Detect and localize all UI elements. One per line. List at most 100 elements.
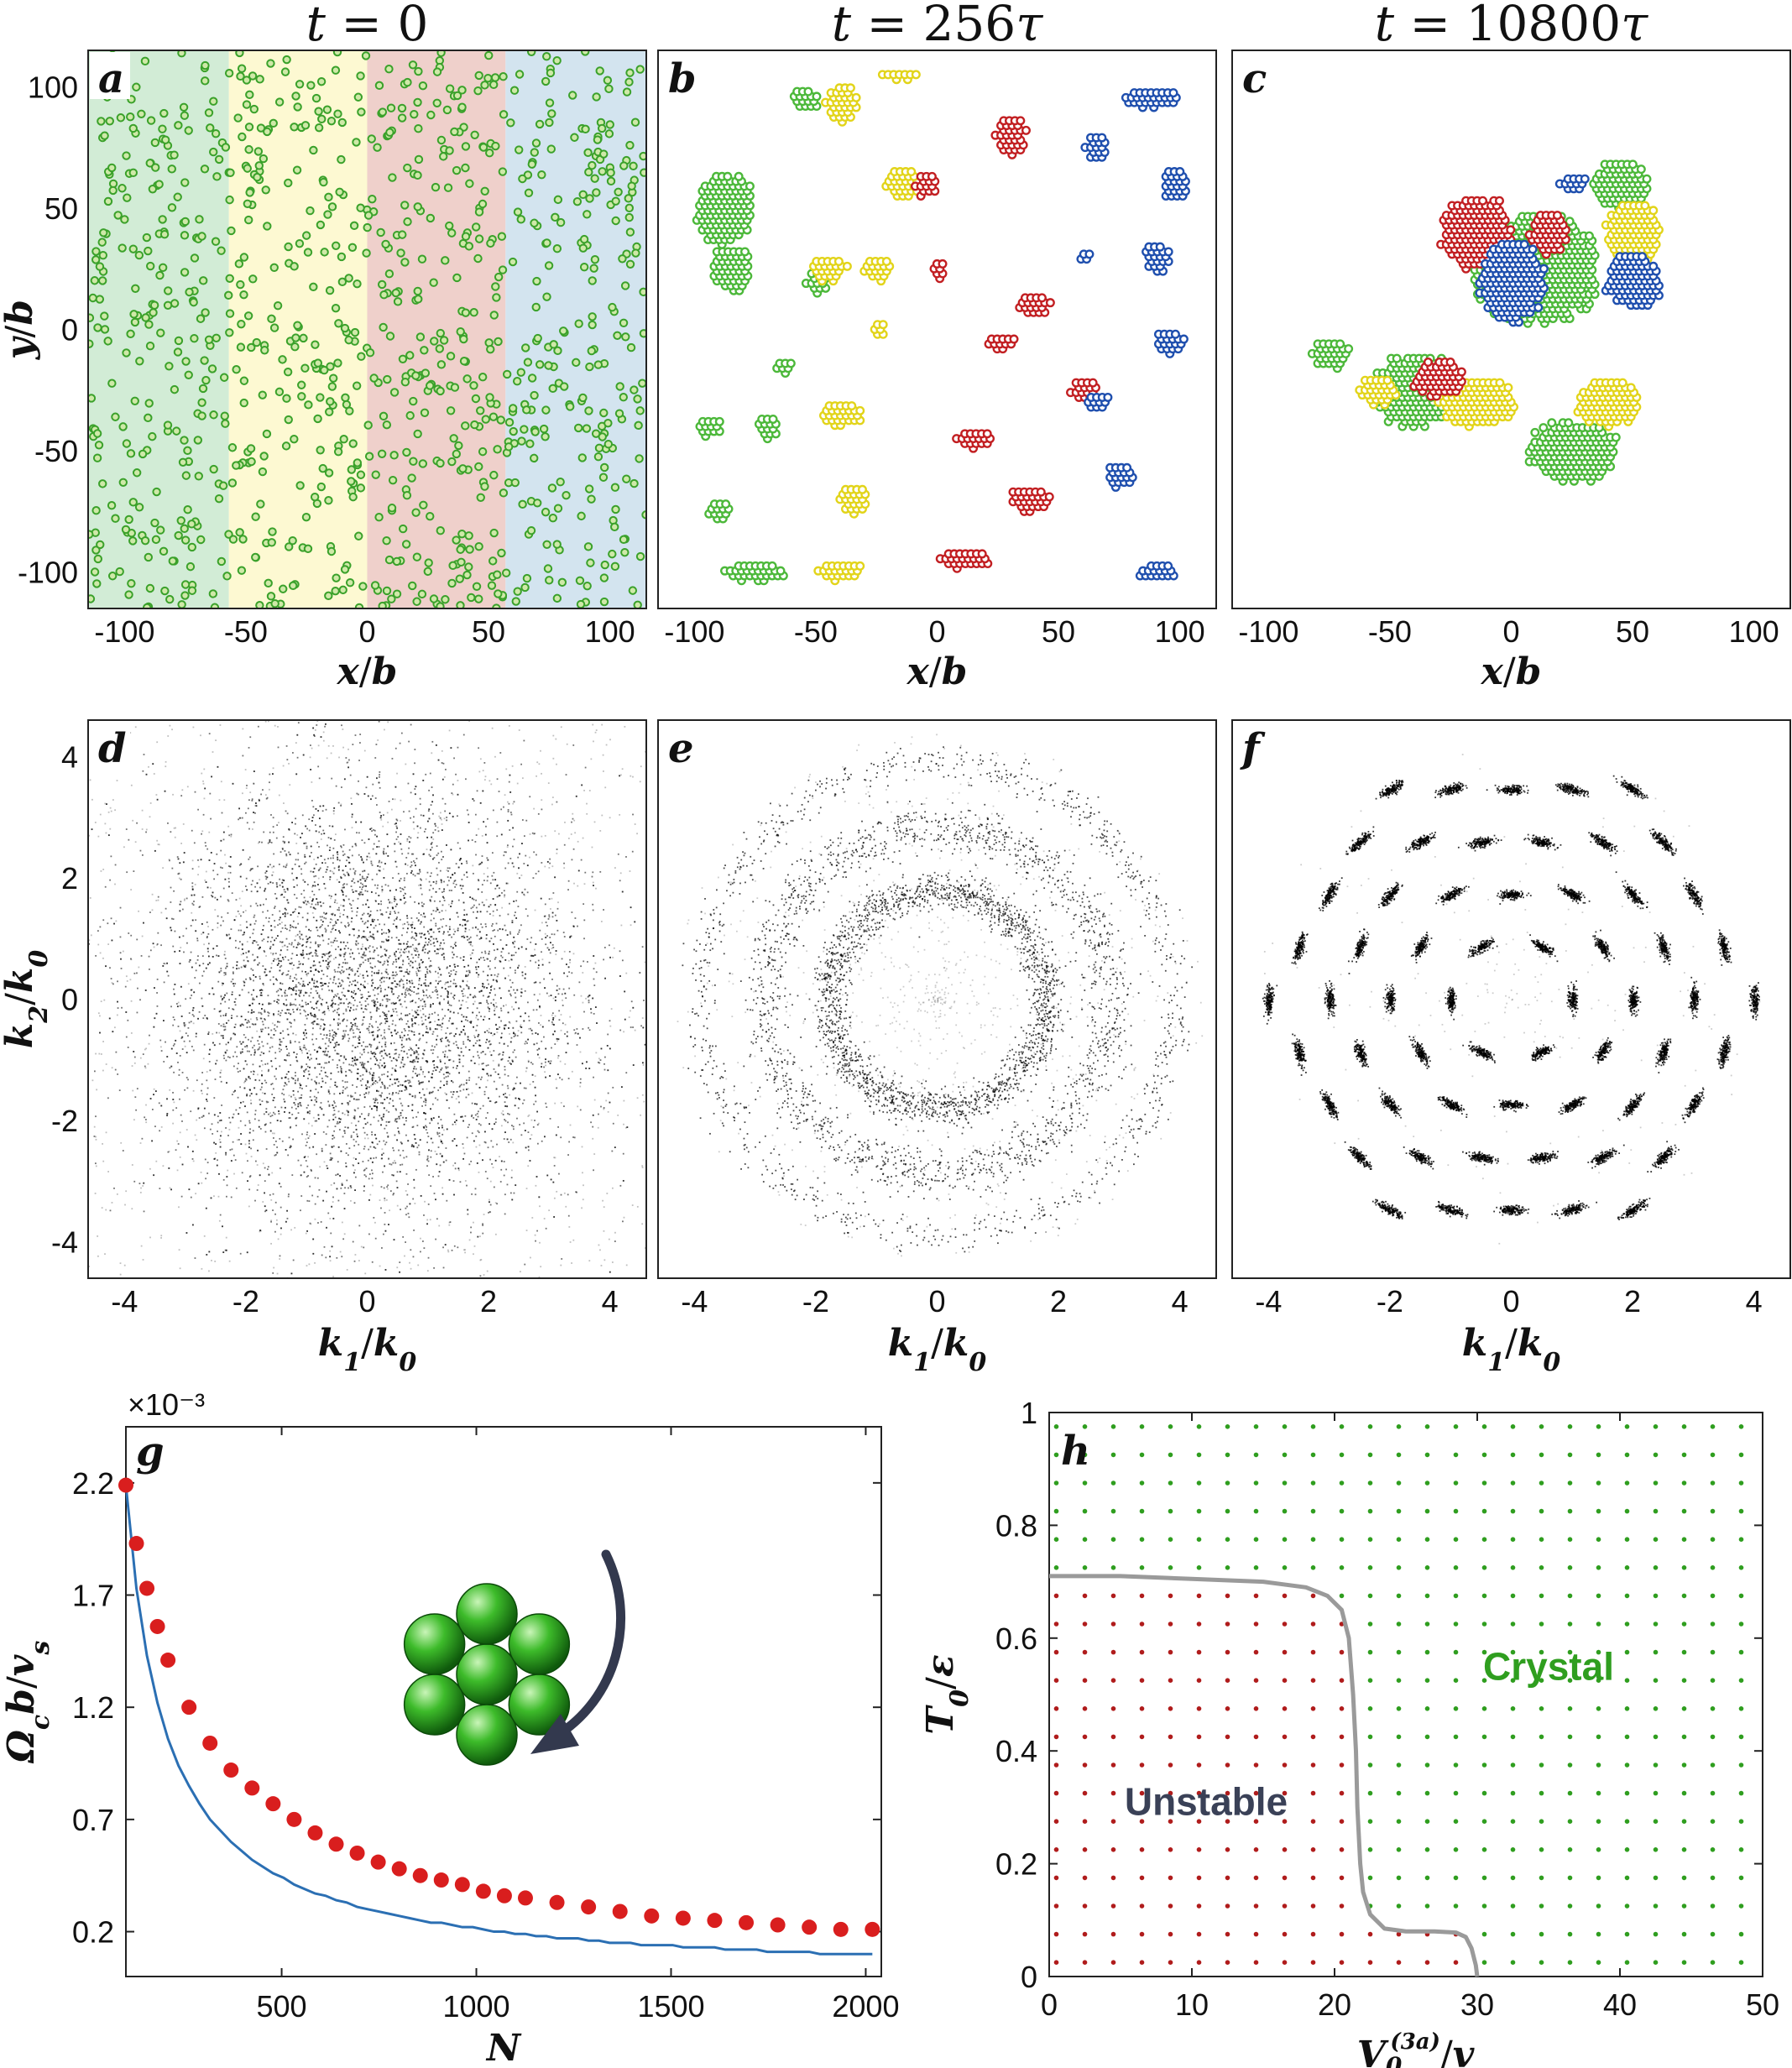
particle <box>413 286 422 296</box>
particle <box>415 332 426 342</box>
particle <box>611 196 620 206</box>
particle <box>324 496 333 505</box>
panel-letter: c <box>1242 55 1267 102</box>
particle <box>523 358 533 367</box>
particle <box>635 454 644 463</box>
scatter-dot <box>409 985 411 988</box>
panel-letter-bg <box>660 52 700 99</box>
scatter-dot <box>290 1026 292 1028</box>
particle <box>138 449 148 459</box>
cluster-particle <box>1045 298 1055 308</box>
particle <box>583 210 592 219</box>
particle <box>253 172 262 182</box>
scatter-dot <box>536 708 538 709</box>
particle <box>553 195 563 205</box>
particle <box>199 276 208 285</box>
particle <box>91 546 101 555</box>
particle <box>141 313 150 322</box>
y-axis-label: y/b <box>0 300 41 360</box>
particle <box>90 567 100 577</box>
particle <box>128 123 138 133</box>
particle <box>184 370 193 379</box>
particle <box>640 168 646 177</box>
cluster-particle <box>881 257 891 267</box>
scatter-dot <box>449 1049 452 1052</box>
scatter-dot <box>283 1084 285 1087</box>
particle <box>325 285 335 295</box>
particle <box>520 425 529 434</box>
particle <box>107 572 118 581</box>
particle <box>426 213 436 223</box>
particle <box>156 328 165 337</box>
particle <box>610 483 620 492</box>
particle <box>579 234 589 244</box>
particle <box>349 221 359 231</box>
cluster-particle <box>982 429 992 439</box>
particle <box>274 387 285 397</box>
particle <box>556 217 566 227</box>
particle <box>582 424 592 433</box>
particle <box>238 132 247 142</box>
particle <box>374 513 384 522</box>
particle <box>220 411 229 420</box>
particle <box>396 248 405 258</box>
particle <box>575 576 585 585</box>
particle <box>361 51 371 60</box>
scatter-dot <box>389 1162 391 1165</box>
particle <box>344 335 353 345</box>
particle <box>173 347 183 357</box>
particle <box>603 76 613 85</box>
cluster-particle <box>714 416 724 426</box>
y-tick-label: 50 <box>44 191 78 226</box>
particle <box>148 185 158 194</box>
scatter-dot <box>379 1003 382 1005</box>
particle <box>449 434 458 443</box>
cluster-particle <box>847 401 857 411</box>
scatter-dot <box>345 1162 347 1164</box>
particle <box>639 329 646 338</box>
particle <box>398 230 407 239</box>
particle <box>183 505 192 514</box>
panel-letter-bg <box>90 52 130 99</box>
particle <box>243 215 253 225</box>
scatter-dot <box>6 775 8 776</box>
particle <box>620 547 630 557</box>
particle <box>508 257 518 267</box>
particle <box>357 352 366 361</box>
scatter-dot <box>270 1220 272 1223</box>
cluster-particle <box>721 499 731 509</box>
particle <box>255 601 264 608</box>
particle <box>547 483 557 493</box>
scatter-dot <box>672 1028 674 1030</box>
particle <box>243 311 253 321</box>
particle <box>170 150 179 159</box>
particle <box>414 123 423 133</box>
particle <box>126 449 136 458</box>
scatter-dot <box>423 982 425 984</box>
cluster-particle <box>1530 427 1540 437</box>
particle <box>566 402 575 411</box>
particle <box>225 195 234 205</box>
scatter-dot <box>418 979 421 982</box>
particle <box>443 183 453 192</box>
particle <box>542 52 551 61</box>
scatter-dot <box>237 1096 239 1099</box>
particle <box>467 593 476 603</box>
particle <box>474 207 484 217</box>
particle <box>504 442 514 452</box>
particle <box>403 77 412 87</box>
particle <box>337 154 346 164</box>
particle <box>402 490 412 500</box>
particle <box>236 342 246 352</box>
particle <box>268 527 277 536</box>
particle <box>614 187 623 196</box>
particle <box>578 393 588 403</box>
cluster-particle <box>1175 167 1185 177</box>
particle <box>419 500 428 509</box>
cluster-particle <box>1564 418 1574 428</box>
particle <box>499 488 509 498</box>
particle <box>498 167 508 176</box>
particle <box>128 244 138 253</box>
particle <box>122 151 131 160</box>
particle <box>295 80 305 89</box>
